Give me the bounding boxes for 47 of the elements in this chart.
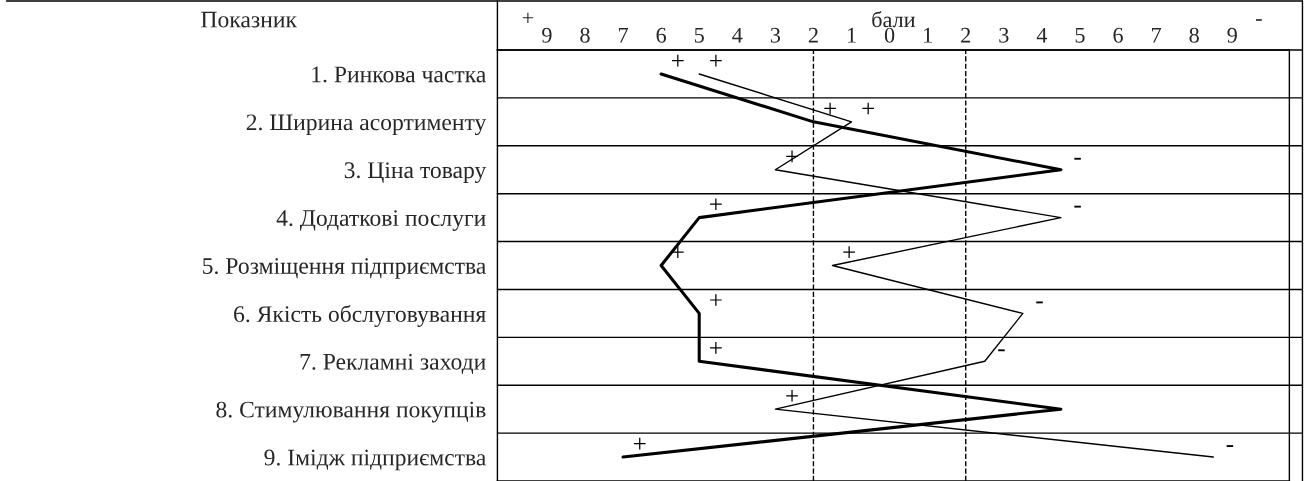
- x-tick-label: 2: [961, 27, 971, 43]
- annotation: +: [862, 102, 875, 115]
- x-tick-label: 3: [999, 27, 1009, 43]
- y-tick-label: 2. Ширина асортименту: [246, 114, 487, 136]
- annotation: +: [710, 294, 722, 306]
- x-tick-label: 6: [656, 27, 667, 43]
- text: Показник: [201, 11, 297, 28]
- x-tick-label: 8: [580, 27, 590, 43]
- text: +: [522, 12, 534, 23]
- y-tick-label: 3. Ціна товару: [344, 162, 487, 183]
- y-tick-label: 9. Імідж підприємства: [264, 449, 486, 471]
- annotation: -: [1074, 205, 1081, 208]
- x-tick-label: 1: [924, 27, 932, 43]
- x-tick-label: 3: [770, 27, 781, 43]
- x-tick-label: 2: [808, 27, 818, 43]
- text: -: [1256, 19, 1262, 21]
- y-tick-label: 5. Розміщення підприємства: [203, 258, 486, 279]
- annotation: +: [633, 437, 646, 450]
- x-tick-label: 9: [1227, 27, 1237, 43]
- annotation: +: [824, 102, 836, 115]
- annotation: +: [786, 389, 798, 402]
- x-tick-label: 0: [884, 27, 895, 43]
- y-tick-label: 6. Якість обслуговування: [234, 304, 486, 327]
- annotation: +: [710, 198, 722, 211]
- x-tick-label: 8: [1189, 27, 1199, 43]
- annotation: -: [1226, 445, 1234, 447]
- x-tick-label: 6: [1113, 27, 1123, 43]
- annotation: +: [672, 54, 684, 67]
- x-axis-title: бали: [872, 11, 916, 28]
- annotation: -: [1074, 157, 1081, 160]
- x-tick-label: 7: [1152, 27, 1162, 43]
- annotation: +: [710, 54, 722, 67]
- x-tick-label: 1: [847, 27, 856, 43]
- annotation: -: [1036, 301, 1043, 304]
- x-tick-label: 5: [1075, 27, 1085, 43]
- x-tick-label: 4: [732, 27, 743, 43]
- x-tick-label: 5: [694, 27, 704, 43]
- y-tick-label: 7. Рекламні заходи: [300, 353, 486, 375]
- y-tick-label: 8. Стимулювання покупців: [216, 401, 486, 423]
- annotation: +: [710, 342, 722, 354]
- annotation: -: [998, 349, 1005, 352]
- x-tick-label: 4: [1036, 27, 1048, 43]
- x-tick-label: 9: [542, 27, 552, 43]
- annotation: +: [843, 246, 855, 258]
- y-tick-label: 1. Ринкова частка: [312, 66, 486, 83]
- y-tick-label: 4. Додаткові послуги: [276, 210, 486, 231]
- x-tick-label: 7: [618, 27, 628, 43]
